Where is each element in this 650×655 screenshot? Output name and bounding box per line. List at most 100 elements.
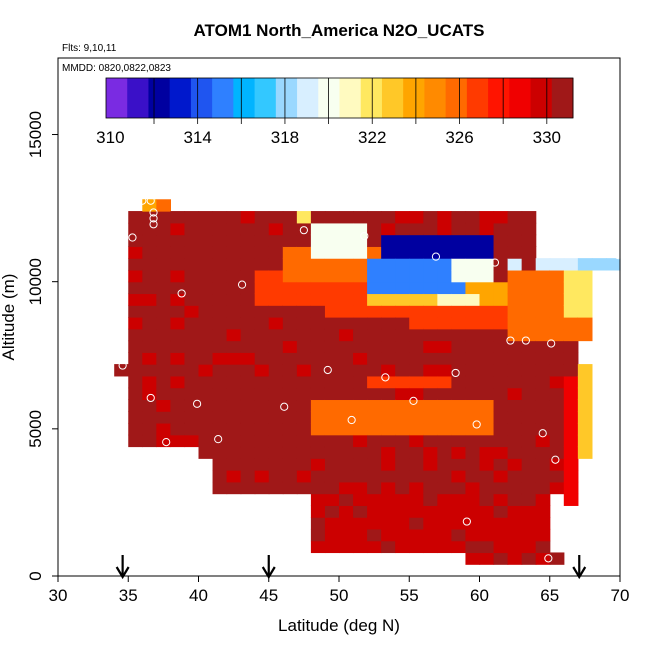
- heatmap-cell: [409, 470, 424, 483]
- heatmap-cell: [381, 375, 396, 389]
- heatmap-cell: [268, 387, 284, 401]
- heatmap-cell: [282, 293, 298, 306]
- heatmap-cell: [324, 540, 340, 554]
- heatmap-cell: [142, 317, 157, 330]
- heatmap-cell: [184, 434, 200, 448]
- heatmap-cell: [254, 305, 270, 318]
- sample-point: [149, 220, 158, 229]
- heatmap-cell: [142, 411, 157, 424]
- arrow-head: [115, 566, 130, 580]
- mmdd-label: MMDD: 0820,0822,0823: [62, 63, 171, 74]
- heatmap-cell: [282, 340, 298, 353]
- heatmap-cell: [535, 258, 551, 271]
- heatmap-cell: [212, 293, 228, 306]
- heatmap-cell: [268, 246, 284, 259]
- heatmap-cell: [324, 446, 340, 459]
- heatmap-cell: [563, 352, 579, 365]
- heatmap-cell: [324, 528, 340, 542]
- heatmap-cell: [451, 387, 467, 401]
- heatmap-cell: [367, 493, 382, 506]
- heatmap-cell: [381, 281, 396, 295]
- heatmap-cell: [381, 246, 396, 259]
- heatmap-cell: [339, 234, 354, 247]
- heatmap-cell: [465, 493, 481, 506]
- heatmap-cell: [507, 470, 523, 483]
- heatmap-cell: [549, 399, 565, 412]
- heatmap-cell: [198, 211, 214, 224]
- heatmap-cell: [240, 258, 256, 271]
- heatmap-cell: [212, 258, 228, 271]
- heatmap-cell: [156, 399, 171, 412]
- heatmap-cell: [493, 328, 509, 342]
- colorbar-tick-label: 314: [183, 128, 211, 147]
- heatmap-cell: [170, 211, 186, 224]
- heatmap-cell: [353, 399, 368, 412]
- heatmap-cell: [465, 481, 481, 495]
- heatmap-cell: [296, 458, 312, 471]
- y-tick-label: 5000: [26, 410, 45, 448]
- colorbar-segment: [127, 78, 149, 118]
- heatmap-cell: [254, 458, 270, 471]
- heatmap-cell: [198, 258, 214, 271]
- heatmap-cell: [437, 505, 452, 518]
- heatmap-cell: [353, 340, 368, 353]
- heatmap-cell: [381, 328, 396, 342]
- heatmap-cell: [507, 269, 523, 283]
- heatmap-cell: [549, 269, 565, 283]
- heatmap-cell: [549, 375, 565, 389]
- heatmap-cell: [507, 352, 523, 365]
- heatmap-cell: [451, 293, 467, 306]
- heatmap-cell: [156, 234, 171, 247]
- heatmap-cell: [423, 505, 438, 518]
- heatmap-cell: [254, 317, 270, 330]
- heatmap-cell: [282, 434, 298, 448]
- heatmap-cell: [240, 387, 256, 401]
- heatmap-cell: [254, 446, 270, 459]
- heatmap-cell: [353, 540, 368, 554]
- heatmap-cell: [507, 446, 523, 459]
- heatmap-cell: [156, 328, 171, 342]
- heatmap-cell: [296, 470, 312, 483]
- sample-point: [614, 251, 623, 260]
- y-tick-label: 10000: [26, 258, 45, 305]
- heatmap-cell: [521, 446, 537, 459]
- heatmap-cell: [437, 211, 452, 224]
- colorbar-tick-label: 326: [445, 128, 473, 147]
- heatmap-cell: [451, 234, 467, 247]
- x-tick-label: 45: [259, 586, 278, 605]
- colorbar: 310 314 318 322 326 330: [96, 77, 574, 147]
- heatmap-cell: [367, 305, 382, 318]
- heatmap-cell: [296, 340, 312, 353]
- heatmap-cell: [128, 375, 143, 389]
- heatmap-cell: [170, 434, 186, 448]
- heatmap-cell: [465, 269, 481, 283]
- heatmap-cell: [479, 222, 495, 236]
- heatmap-cell: [493, 305, 509, 318]
- heatmap-cell: [395, 399, 410, 412]
- heatmap-cell: [507, 364, 523, 377]
- heatmap-cell: [395, 281, 410, 295]
- heatmap-cell: [240, 364, 256, 377]
- heatmap-cell: [170, 258, 186, 271]
- heatmap-cell: [451, 258, 467, 271]
- heatmap-cell: [409, 528, 424, 542]
- heatmap-cell: [367, 234, 382, 247]
- heatmap-cell: [128, 411, 143, 424]
- heatmap-cell: [268, 434, 284, 448]
- heatmap-cell: [437, 258, 452, 271]
- heatmap-cell: [479, 528, 495, 542]
- heatmap-cell: [353, 269, 368, 283]
- heatmap-cell: [226, 269, 242, 283]
- heatmap-cell: [310, 481, 326, 495]
- heatmap-cell: [353, 317, 368, 330]
- colorbar-segment: [233, 78, 256, 118]
- heatmap-cell: [142, 364, 157, 377]
- heatmap-cell: [212, 317, 228, 330]
- heatmap-cell: [479, 411, 495, 424]
- heatmap-cell: [226, 411, 242, 424]
- heatmap-cell: [493, 446, 509, 459]
- heatmap-cell: [353, 505, 368, 518]
- heatmap-cell: [170, 281, 186, 295]
- heatmap-cell: [254, 470, 270, 483]
- heatmap-cell: [451, 269, 467, 283]
